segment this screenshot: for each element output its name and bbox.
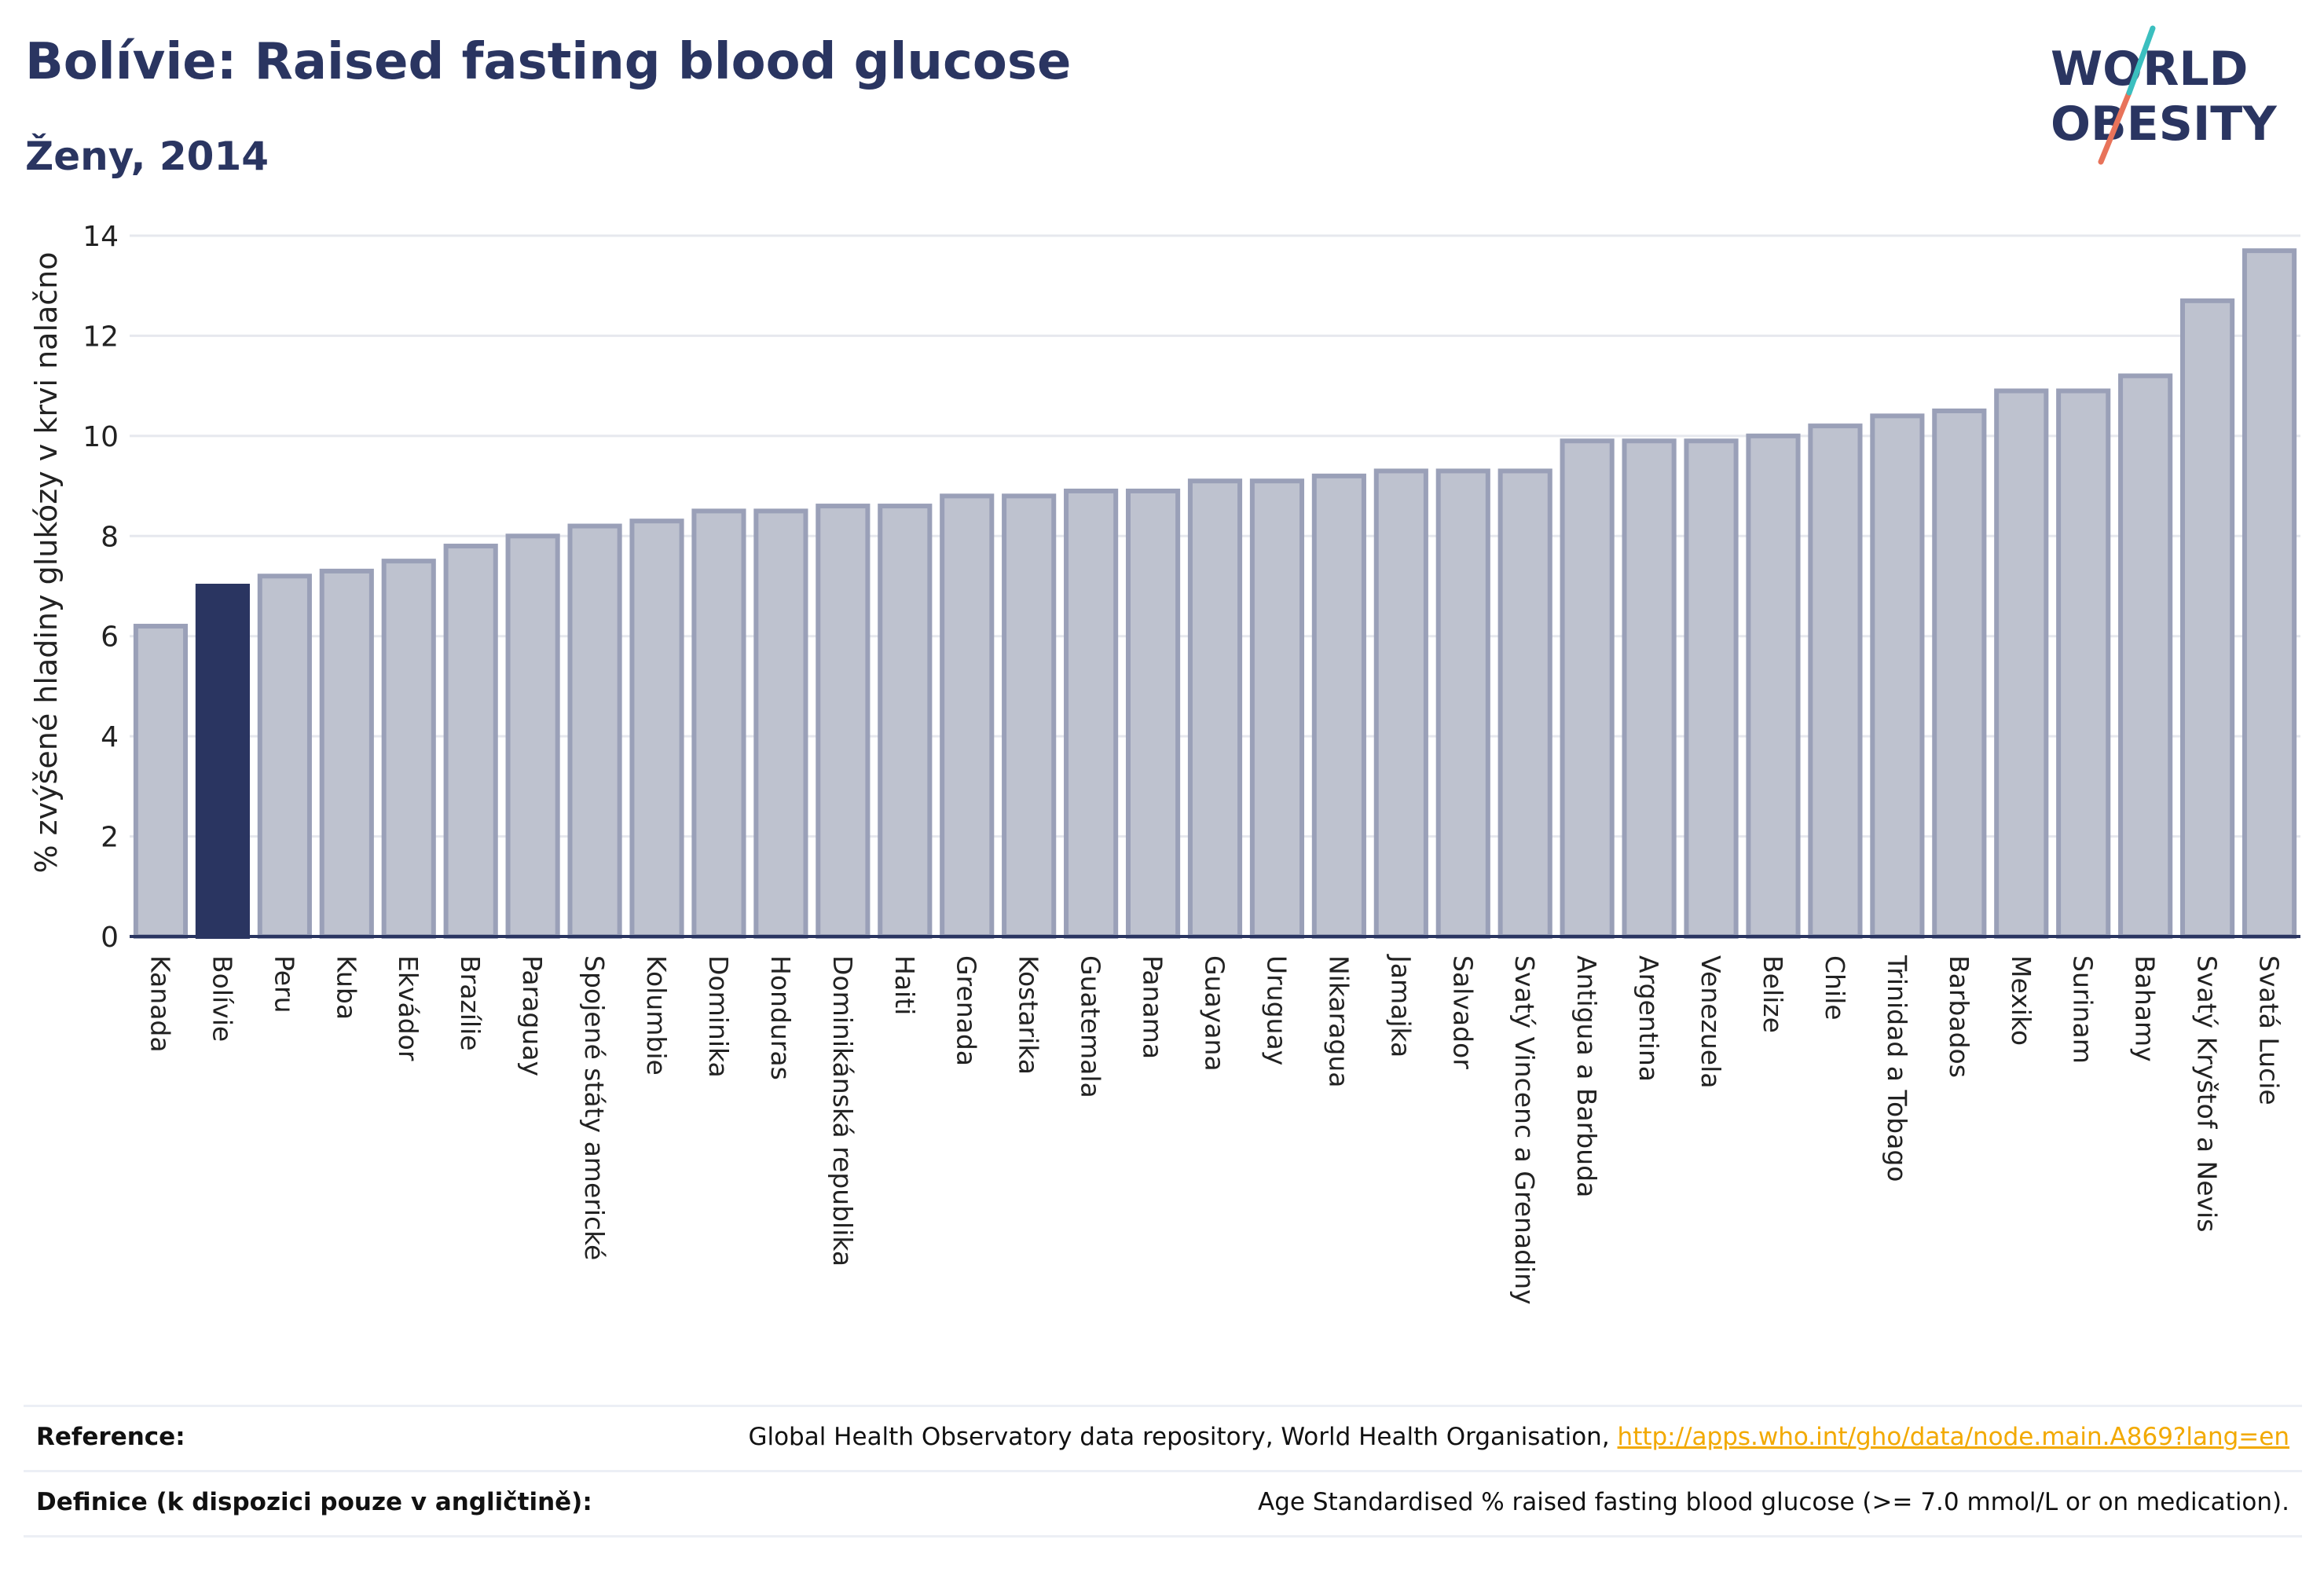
bar[interactable]	[1249, 478, 1305, 939]
bar[interactable]	[1002, 493, 1057, 939]
y-tick-label: 4	[101, 721, 119, 753]
reference-row: Reference: Global Health Observatory dat…	[24, 1405, 2302, 1470]
y-axis-ticks: 0 2 4 6 8 10 12 14	[82, 221, 119, 954]
bar[interactable]	[567, 523, 622, 939]
x-axis-labels: Kanada Bolívie Peru Kuba Ekvádor Brazílie Para…	[145, 954, 2284, 1305]
chart-subtitle: Ženy, 2014	[25, 134, 269, 179]
x-tick-label: Dominika	[703, 955, 734, 1078]
logo-line2: OBESITY	[2051, 97, 2278, 152]
x-tick-label: Kostarika	[1014, 955, 1044, 1075]
bar[interactable]	[2180, 298, 2235, 940]
x-tick-label: Belize	[1758, 955, 1788, 1033]
x-tick-label: Svatý Kryštof a Nevis	[2192, 955, 2223, 1232]
x-tick-label: Ekvádor	[393, 955, 423, 1061]
bar[interactable]	[133, 623, 189, 939]
x-tick-label: Mexiko	[2006, 955, 2036, 1046]
x-tick-label: Paraguay	[517, 955, 548, 1076]
bar[interactable]	[1187, 478, 1243, 939]
bar[interactable]	[878, 504, 933, 939]
x-tick-label: Bahamy	[2130, 955, 2161, 1062]
y-tick-label: 8	[101, 521, 119, 553]
bar[interactable]	[2242, 248, 2297, 940]
logo-slash-teal	[2126, 25, 2156, 96]
x-tick-label: Dominikánská republika	[827, 955, 858, 1266]
x-tick-label: Guayana	[1200, 955, 1230, 1072]
y-tick-label: 6	[101, 621, 119, 654]
x-tick-label: Surinam	[2068, 955, 2099, 1064]
x-tick-label: Grenada	[951, 955, 982, 1066]
logo-line1: WORLD	[2051, 42, 2248, 97]
x-tick-label: Venezuela	[1695, 955, 1726, 1088]
x-tick-label: Uruguay	[1261, 955, 1292, 1065]
x-tick-label: Salvador	[1447, 955, 1478, 1069]
x-tick-label: Guatemala	[1076, 955, 1106, 1098]
footer: Reference: Global Health Observatory dat…	[24, 1405, 2302, 1538]
y-tick-label: 10	[82, 421, 119, 453]
bar[interactable]	[940, 493, 995, 939]
bar[interactable]	[1808, 423, 1863, 939]
x-tick-label: Peru	[269, 955, 299, 1013]
y-tick-label: 0	[101, 922, 119, 954]
bar[interactable]	[381, 559, 436, 940]
bar[interactable]	[257, 574, 312, 939]
bar[interactable]	[1932, 409, 1987, 939]
bars	[133, 248, 2297, 940]
bar[interactable]	[1373, 468, 1428, 939]
x-tick-label: Panama	[1138, 955, 1168, 1059]
logo-slash-red	[2098, 90, 2132, 165]
x-tick-label: Argentina	[1633, 955, 1664, 1082]
bar[interactable]	[1746, 433, 1801, 939]
bar[interactable]	[1497, 468, 1552, 939]
x-tick-label: Trinidad a Tobago	[1882, 955, 1912, 1182]
x-tick-label: Antigua a Barbuda	[1571, 955, 1602, 1197]
y-tick-label: 12	[82, 321, 119, 353]
bar[interactable]	[319, 568, 374, 940]
bar[interactable]	[753, 508, 808, 939]
x-tick-label: Chile	[1820, 955, 1850, 1021]
bar[interactable]	[505, 533, 560, 939]
chart-title: Bolívie: Raised fasting blood glucose	[25, 33, 1072, 91]
definition-label: Definice (k dispozici pouze v angličtině…	[36, 1488, 592, 1516]
x-tick-label: Spojené státy americké	[579, 955, 610, 1260]
x-tick-label: Svatá Lucie	[2254, 955, 2285, 1105]
bar[interactable]	[1684, 438, 1739, 939]
x-tick-label: Honduras	[765, 955, 796, 1080]
definition-row: Definice (k dispozici pouze v angličtině…	[24, 1470, 2302, 1538]
bar[interactable]	[1994, 388, 2049, 939]
y-tick-label: 2	[101, 822, 119, 854]
x-tick-label: Kuba	[331, 955, 361, 1020]
bar[interactable]	[1622, 438, 1677, 939]
definition-value: Age Standardised % raised fasting blood …	[1258, 1488, 2289, 1516]
bar[interactable]	[1560, 438, 1615, 939]
y-axis-title: % zvýšené hladiny glukózy v krvi nalačno	[29, 251, 64, 873]
y-tick-label: 14	[82, 221, 119, 253]
world-obesity-logo: WORLD OBESITY	[2051, 25, 2278, 165]
x-tick-label: Barbados	[1944, 955, 1974, 1078]
bar[interactable]	[1064, 488, 1119, 939]
reference-value: Global Health Observatory data repositor…	[748, 1423, 2289, 1451]
bar[interactable]	[195, 584, 250, 939]
x-tick-label: Jamajka	[1385, 954, 1416, 1057]
bar[interactable]	[2056, 388, 2111, 939]
x-tick-label: Haiti	[889, 955, 920, 1015]
x-tick-label: Bolívie	[207, 955, 237, 1042]
x-tick-label: Kanada	[145, 955, 175, 1053]
reference-link[interactable]: http://apps.who.int/gho/data/node.main.A…	[1617, 1423, 2289, 1451]
bar[interactable]	[1311, 473, 1366, 939]
bar[interactable]	[443, 544, 498, 939]
x-tick-label: Brazílie	[455, 955, 486, 1051]
x-tick-label: Kolumbie	[641, 955, 672, 1076]
bar[interactable]	[1125, 488, 1181, 939]
bar[interactable]	[2118, 373, 2173, 939]
reference-label: Reference:	[36, 1423, 185, 1451]
bar[interactable]	[816, 504, 871, 939]
bar[interactable]	[629, 519, 684, 939]
bar-chart: 0 2 4 6 8 10 12 14 Kanada Bolívie Peru Kuba Ekvádor…	[29, 221, 2300, 1305]
bar[interactable]	[1870, 413, 1925, 939]
x-tick-label: Nikaragua	[1323, 955, 1354, 1087]
bar[interactable]	[691, 508, 746, 939]
reference-text: Global Health Observatory data repositor…	[748, 1423, 1618, 1451]
x-tick-label: Svatý Vincenc a Grenadiny	[1509, 955, 1540, 1305]
bar[interactable]	[1435, 468, 1490, 939]
